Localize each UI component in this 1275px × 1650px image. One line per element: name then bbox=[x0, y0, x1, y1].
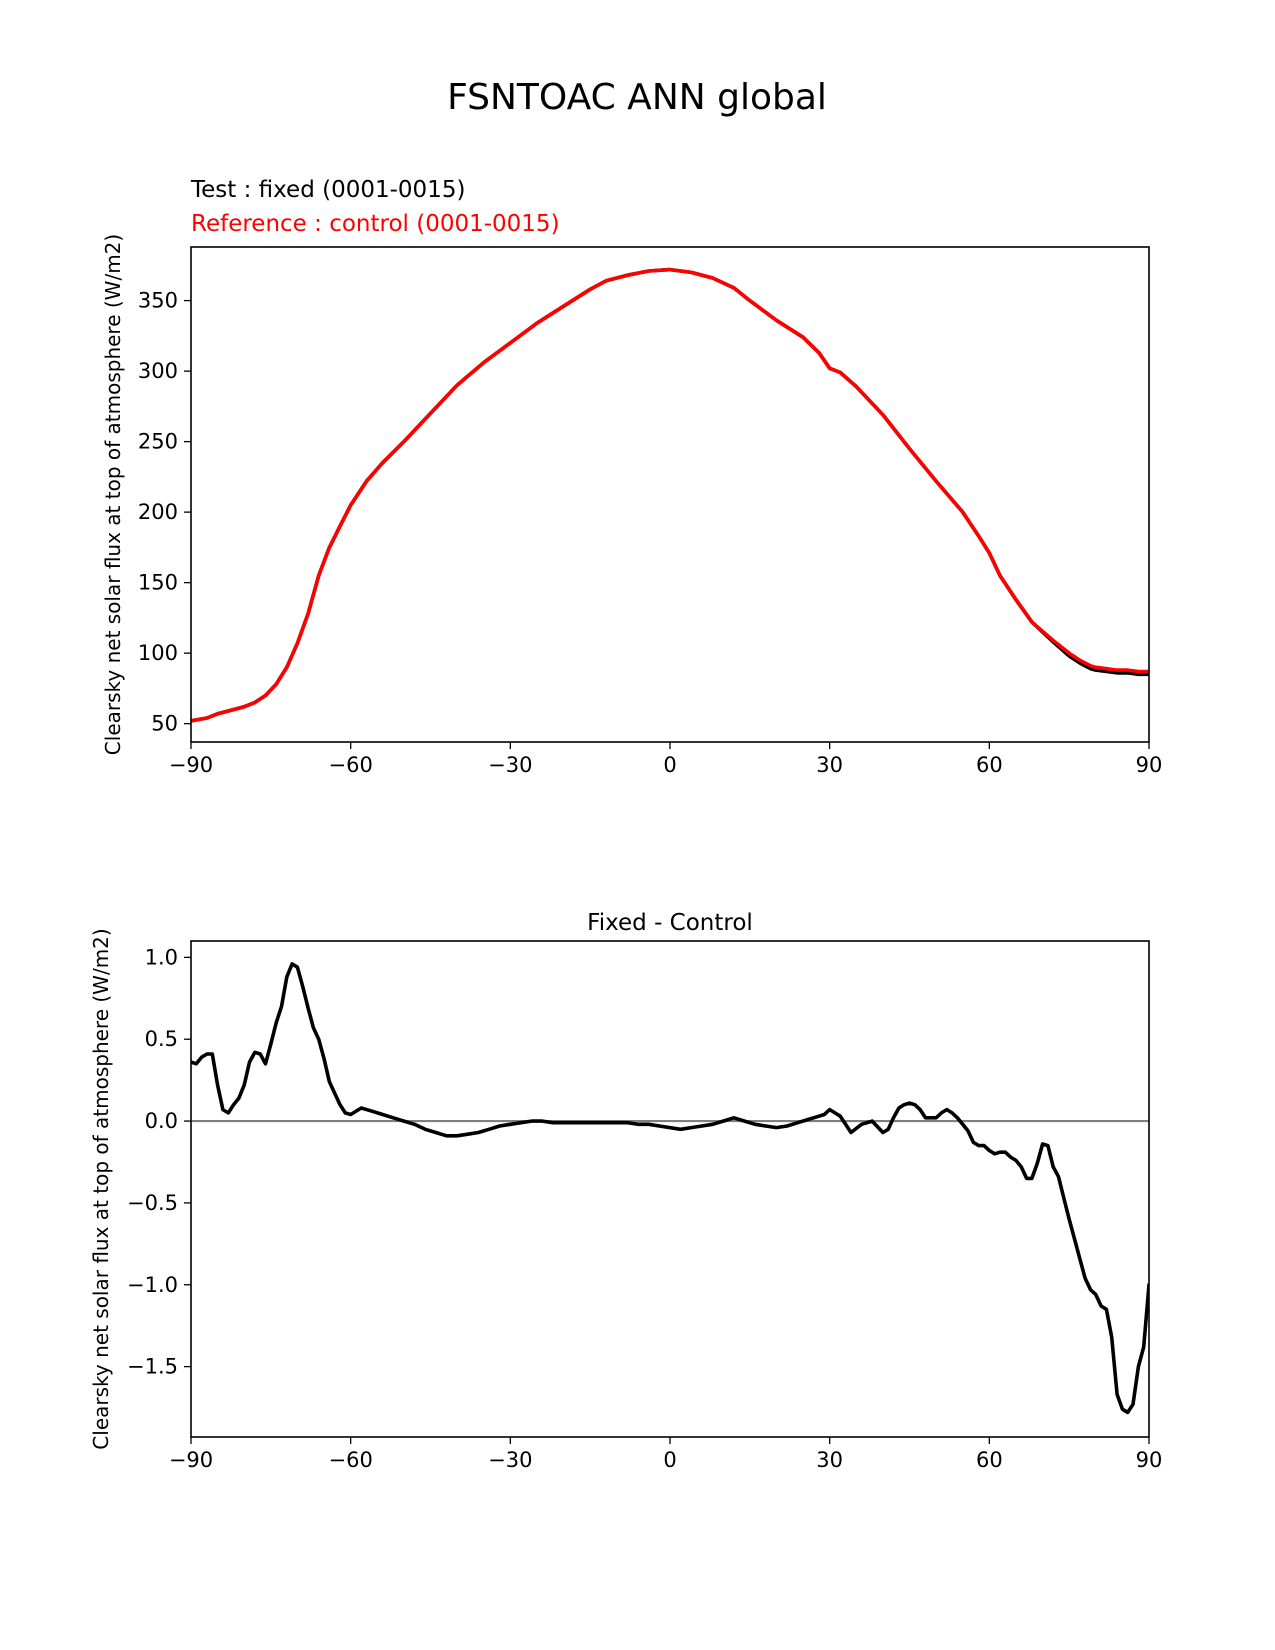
y-tick-label: 150 bbox=[138, 571, 178, 595]
y-tick-label: −1.5 bbox=[127, 1355, 178, 1379]
figure-suptitle: FSNTOAC ANN global bbox=[447, 77, 827, 118]
y-tick-label: 350 bbox=[138, 289, 178, 313]
y-tick-label: 250 bbox=[138, 430, 178, 454]
chart-top-test-reference: Test : fixed (0001-0015) Reference : cont… bbox=[101, 177, 1162, 777]
x-tick-label: 30 bbox=[816, 1448, 843, 1472]
series-line-control bbox=[191, 267, 1149, 723]
y-tick-label: 100 bbox=[138, 641, 178, 665]
x-tick-label: 30 bbox=[816, 753, 843, 777]
x-tick-label: 0 bbox=[663, 1448, 676, 1472]
y-tick-label: 200 bbox=[138, 500, 178, 524]
chart-title-line: Reference : control (0001-0015) bbox=[191, 211, 560, 237]
y-tick-label: 1.0 bbox=[145, 945, 178, 969]
chart-title-line: Test : fixed (0001-0015) bbox=[190, 177, 465, 203]
x-tick-label: −90 bbox=[169, 1448, 213, 1472]
x-tick-label: −30 bbox=[488, 753, 532, 777]
x-tick-label: −60 bbox=[329, 753, 373, 777]
x-tick-label: 60 bbox=[976, 1448, 1003, 1472]
x-tick-label: 90 bbox=[1136, 1448, 1163, 1472]
x-tick-label: −30 bbox=[488, 1448, 532, 1472]
y-tick-label: 0.0 bbox=[145, 1109, 178, 1133]
y-tick-label: −1.0 bbox=[127, 1273, 178, 1297]
y-tick-label: 300 bbox=[138, 359, 178, 383]
series-line-difference bbox=[191, 962, 1149, 1415]
chart-title: Fixed - Control bbox=[587, 910, 753, 936]
x-tick-label: −90 bbox=[169, 753, 213, 777]
x-tick-label: 0 bbox=[663, 753, 676, 777]
y-tick-label: 0.5 bbox=[145, 1027, 178, 1051]
y-axis-label: Clearsky net solar flux at top of atmosp… bbox=[101, 234, 125, 755]
x-tick-label: 90 bbox=[1136, 753, 1163, 777]
plot-frame bbox=[190, 246, 1150, 743]
y-tick-label: −0.5 bbox=[127, 1191, 178, 1215]
x-tick-label: −60 bbox=[329, 1448, 373, 1472]
chart-bottom-difference: Fixed - Control Clearsky net solar flux a… bbox=[89, 910, 1162, 1472]
y-tick-label: 50 bbox=[151, 712, 178, 736]
plot-frame bbox=[190, 940, 1150, 1438]
y-axis-label: Clearsky net solar flux at top of atmosp… bbox=[89, 928, 113, 1449]
x-tick-label: 60 bbox=[976, 753, 1003, 777]
